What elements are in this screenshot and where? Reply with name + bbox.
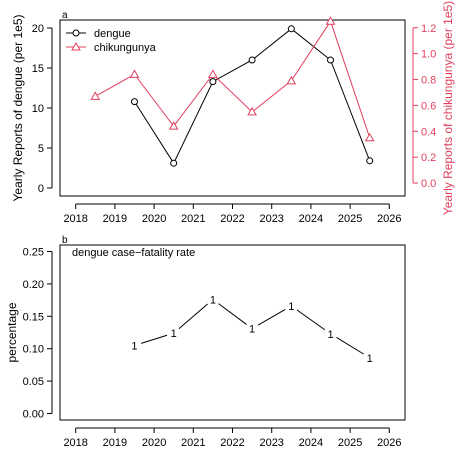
dengue-point: [366, 157, 374, 165]
panel-a-x-tick-label: 2020: [142, 213, 166, 225]
panel-b-y-axis-title: percentage: [5, 302, 19, 362]
panel-a-y-tick-label-left: 5: [38, 143, 44, 155]
panel-b-y-tick-label: 0.00: [23, 409, 44, 421]
panel-a-x-tick-label: 2022: [220, 213, 244, 225]
panel-b-annotation: dengue case−fatality rate: [72, 247, 195, 259]
panel-b-x-tick-label: 2022: [220, 437, 244, 449]
cfr-series-segment: [218, 303, 247, 325]
dengue-point: [170, 159, 178, 167]
panel-a-x-tick-label: 2024: [299, 213, 323, 225]
panel-a-x-tick-label: 2023: [259, 213, 283, 225]
panel-a-x-tick-label: 2019: [103, 213, 127, 225]
dengue-point: [287, 25, 295, 33]
legend-chikungunya-marker: [71, 41, 81, 51]
cfr-series-segment: [296, 309, 326, 331]
panel-a-frame: [59, 19, 406, 197]
panel-b-frame: [59, 244, 406, 421]
cfr-point-marker: 1: [131, 340, 137, 352]
panel-b-y-tick-label: 0.15: [23, 311, 44, 323]
chikungunya-point: [129, 69, 140, 78]
panel-b-y-tick-label: 0.20: [23, 279, 44, 291]
cfr-series-segment: [141, 334, 168, 344]
panel-a-x-tick-label: 2021: [181, 213, 205, 225]
cfr-series-segment: [336, 337, 365, 355]
cfr-point-marker: 1: [171, 328, 177, 340]
cfr-series-segment: [257, 308, 286, 326]
dengue-point: [327, 56, 335, 64]
chikungunya-point: [325, 16, 336, 25]
panel-b-y-tick-label: 0.25: [23, 246, 44, 258]
panel-a-y-tick-label-right: 0.8: [421, 75, 436, 87]
panel-a-y-tick-label-right: 0.4: [421, 126, 436, 138]
panel-a-y-tick-label-right: 1.0: [421, 49, 436, 61]
chikungunya-point: [208, 69, 218, 78]
cfr-point-marker: 1: [367, 353, 373, 365]
panel-a-y-tick-label-right: 0.2: [421, 152, 436, 164]
panel-a-x-tick-label: 2026: [377, 213, 401, 225]
dengue-series-line: [134, 28, 371, 165]
panel-a-y-tick-label-right: 1.2: [421, 23, 436, 35]
panel-a-y-tick-label-right: 0.6: [421, 100, 436, 112]
panel-a-y-tick-label-left: 0: [38, 183, 44, 195]
dengue-point: [248, 56, 256, 64]
legend-chikungunya-label: chikungunya: [94, 42, 157, 54]
panel-a-y-tick-label-right: 0.0: [421, 178, 436, 190]
panel-b-x-tick-label: 2026: [377, 437, 401, 449]
panel-b-x-tick-label: 2019: [103, 437, 127, 449]
dengue-point: [130, 98, 138, 106]
panel-b-x-tick-label: 2024: [299, 437, 323, 449]
cfr-series-segment: [178, 303, 208, 329]
dengue-point: [209, 78, 217, 86]
panel-a-y-tick-label-left: 20: [32, 23, 44, 35]
panel-a-y-tick-label-left: 15: [32, 63, 44, 75]
panel-a-y-axis-title-right: Yearly Reports of chikungunya (per 1e5): [441, 1, 455, 215]
panel-b-x-tick-label: 2025: [338, 437, 362, 449]
cfr-point-marker: 1: [288, 301, 294, 313]
panel-b-label: b: [62, 235, 68, 246]
chikungunya-series-line: [95, 20, 371, 138]
chikungunya-point: [90, 91, 101, 100]
chikungunya-point: [247, 106, 257, 116]
panel-a-y-axis-title-left: Yearly Reports of dengue (per 1e5): [11, 14, 25, 201]
panel-a-x-tick-label: 2018: [63, 213, 87, 225]
panel-b-y-tick-label: 0.05: [23, 376, 44, 388]
panel-a-x-tick-label: 2025: [338, 213, 362, 225]
panel-b-y-tick-label: 0.10: [23, 344, 44, 356]
cfr-point-marker: 1: [210, 294, 216, 306]
panel-a-y-tick-label-left: 10: [32, 103, 44, 115]
panel-b-x-tick-label: 2023: [259, 437, 283, 449]
legend-dengue-marker: [72, 29, 80, 37]
panel-b-x-tick-label: 2018: [63, 437, 87, 449]
chikungunya-point: [286, 75, 297, 85]
cfr-point-marker: 1: [327, 329, 333, 341]
panel-b-x-tick-label: 2020: [142, 437, 166, 449]
legend-dengue-label: dengue: [94, 28, 131, 40]
chikungunya-point: [168, 121, 179, 130]
chikungunya-point: [364, 132, 375, 142]
panel-a-label: a: [62, 10, 68, 21]
cfr-point-marker: 1: [249, 324, 255, 336]
panel-b-x-tick-label: 2021: [181, 437, 205, 449]
